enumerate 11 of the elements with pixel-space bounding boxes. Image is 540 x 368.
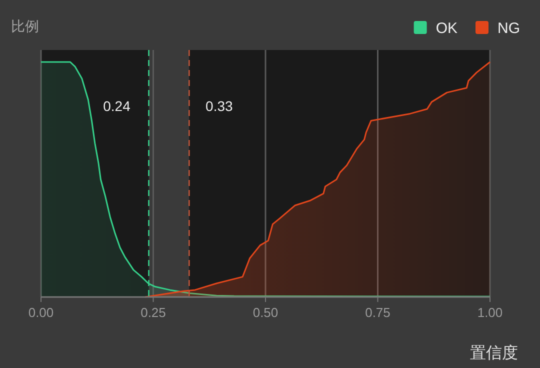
ref-line-label: 0.24 (103, 98, 131, 114)
ref-line-label: 0.33 (206, 98, 234, 114)
x-tick-label: 0.00 (28, 305, 54, 320)
x-tick-label: 1.00 (477, 305, 503, 320)
x-tick-label: 0.50 (252, 305, 278, 320)
x-tick-label: 0.75 (365, 305, 390, 320)
legend-label: NG (498, 20, 520, 37)
legend-label: OK (436, 20, 458, 37)
x-tick-label: 0.25 (140, 305, 166, 320)
x-axis-title: 置信度 (470, 344, 518, 362)
y-axis-title: 比例 (11, 18, 39, 34)
